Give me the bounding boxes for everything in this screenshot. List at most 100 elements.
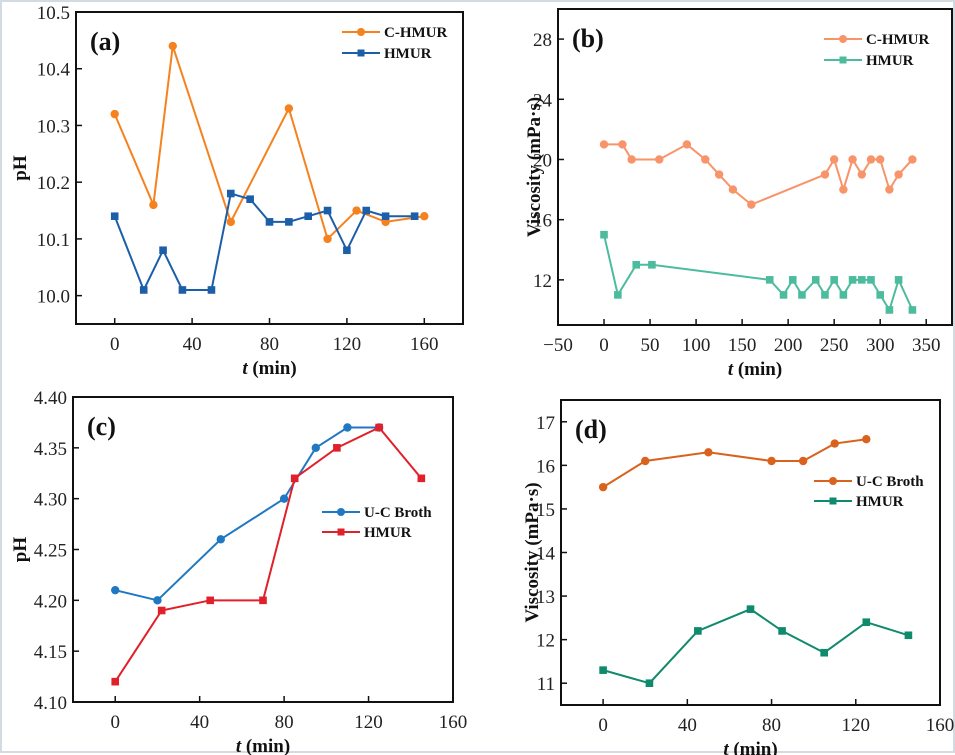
x-tick-label: 150 [728,335,757,356]
x-tick-label: 250 [820,335,849,356]
data-point [875,155,885,164]
data-point [857,276,866,284]
x-tick-label: −50 [543,335,573,356]
data-point [848,155,857,164]
data-point [627,155,636,164]
series-hmur [599,605,913,688]
y-tick-label: 10.3 [37,116,70,137]
x-tick-label: 80 [260,334,279,355]
x-tick-label: 0 [599,335,609,356]
x-axis-title: t (min) [723,739,777,755]
series-c-hmur [110,41,429,244]
data-point [333,444,341,452]
data-point [227,189,235,198]
legend-marker [829,497,837,505]
legend-label: HMUR [866,53,914,69]
data-point [830,276,838,284]
data-point [178,286,187,294]
data-point [788,276,797,284]
data-point [747,200,756,209]
legend-marker [337,508,345,516]
data-point [618,140,627,149]
series-line [114,426,423,683]
legend-label: U-C Broth [364,505,432,521]
y-tick-label: 4.10 [34,693,67,714]
y-tick-label: 12 [536,631,555,652]
data-point [714,170,724,179]
data-point [599,140,609,149]
data-point [168,41,177,51]
data-point [304,212,312,221]
x-tick-label: 160 [410,334,439,355]
data-point [110,109,119,119]
data-point [830,439,839,448]
data-point [694,627,702,635]
series-c-hmur [599,140,917,209]
legend-marker [337,528,345,536]
data-point [600,230,608,239]
data-point [829,155,839,164]
y-tick-label: 4.15 [34,642,67,663]
x-axis-title-unit: (min) [729,739,778,755]
legend-entry: C-HMUR [342,25,447,41]
y-tick-label: 4.40 [34,388,67,409]
y-tick-label: 11 [537,674,555,695]
x-tick-label: 300 [866,335,895,356]
x-axis-title-var: t [723,739,729,755]
data-point [352,206,361,215]
data-point [778,627,786,635]
legend-label: HMUR [856,494,904,510]
data-point [110,212,119,221]
x-tick-label: 0 [110,334,120,355]
data-point [410,212,419,221]
data-point [111,677,120,686]
series-line [604,143,914,206]
data-point [894,170,903,179]
panel-b: −50 0 50 100 150 200 250 300 350 12 16 20 24 28 t (min… [524,8,953,380]
y-tick-label: 10.0 [37,287,70,308]
data-point [908,155,917,164]
data-point [159,246,167,255]
data-point [311,443,320,453]
x-axis-title-unit: (min) [733,359,782,380]
data-point [904,631,913,640]
data-point [599,666,607,674]
x-tick-label: 160 [439,712,468,733]
x-tick-label: 0 [110,712,120,733]
y-tick-label: 12 [533,271,552,292]
y-tick-label: 4.20 [34,591,67,612]
y-tick-label: 16 [533,211,552,232]
data-point [839,185,848,194]
x-tick-label: 200 [774,335,803,356]
series-u-c-broth [598,435,871,492]
y-tick-label: 10.5 [37,3,70,24]
panel-a: 0 40 80 120 160 10.0 10.1 10.2 10.3 10.4 10.5 t (mi… [10,3,464,379]
y-tick-label: 10.4 [37,60,71,81]
series-line [603,234,914,313]
data-point [866,155,876,164]
y-axis-title: Viscosity (mPa·s) [522,482,543,622]
y-tick-label: 4.30 [34,490,67,511]
data-point [820,170,830,179]
x-axis-title: t (min) [242,358,296,379]
legend-marker [839,35,847,43]
data-point [285,218,293,226]
series-hmur [600,230,917,314]
x-tick-label: 80 [275,712,294,733]
data-point [765,276,774,284]
data-point [632,261,641,269]
y-tick-label: 14 [536,544,556,565]
y-tick-label: 24 [533,90,553,111]
data-point [648,261,656,269]
legend-marker [357,28,365,36]
series-hmur [111,423,426,686]
legend-marker [357,49,365,57]
data-point [139,286,148,294]
data-point [279,494,289,503]
x-axis-title-var: t [728,359,734,380]
legend-entry: HMUR [322,525,412,541]
data-point [111,585,120,595]
data-point [867,276,875,284]
data-point [420,212,429,221]
data-point [375,423,383,432]
